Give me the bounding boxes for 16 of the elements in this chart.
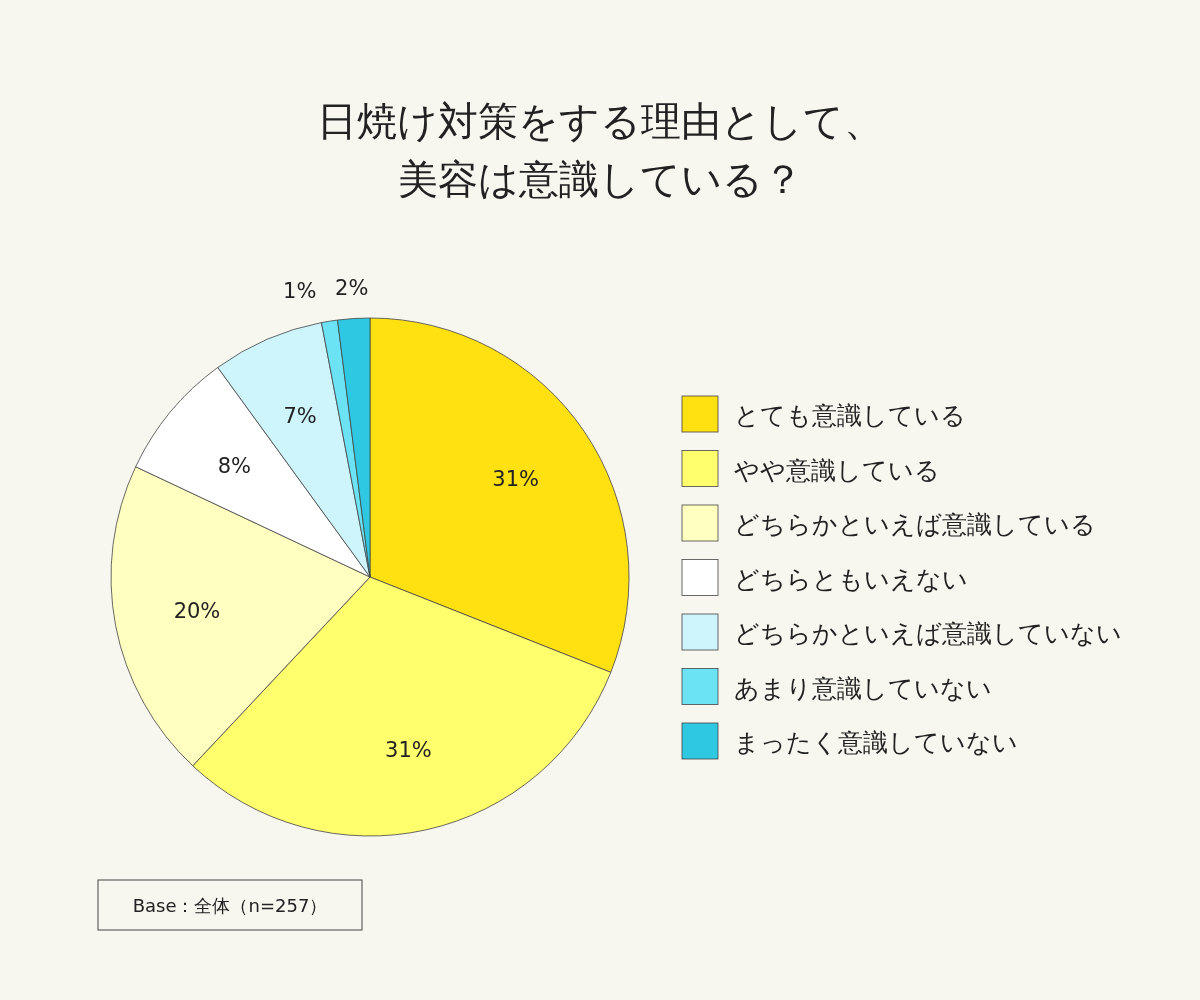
data-label: 7%: [283, 404, 317, 429]
text: Base：全体（n=257）: [132, 895, 328, 916]
data-label: 1%: [283, 279, 317, 304]
legend-label: どちらかといえば意識している: [734, 510, 1096, 539]
data-label: 31%: [492, 467, 540, 492]
data-label: 2%: [335, 276, 369, 301]
legend-label: どちらかといえば意識していない: [734, 619, 1122, 648]
legend-label: あまり意識していない: [734, 673, 992, 703]
legend-label: まったく意識していない: [734, 728, 1018, 757]
legend-label: やや意識している: [734, 455, 940, 485]
legend-label: とても意識している: [734, 401, 966, 430]
data-label: 20%: [173, 599, 221, 623]
data-label: 31%: [385, 737, 432, 762]
chart-title: 日焼け対策をする理由として、美容は意識している？: [315, 97, 885, 204]
legend-label: どちらともいえない: [734, 564, 968, 594]
data-label: 8%: [217, 453, 251, 478]
